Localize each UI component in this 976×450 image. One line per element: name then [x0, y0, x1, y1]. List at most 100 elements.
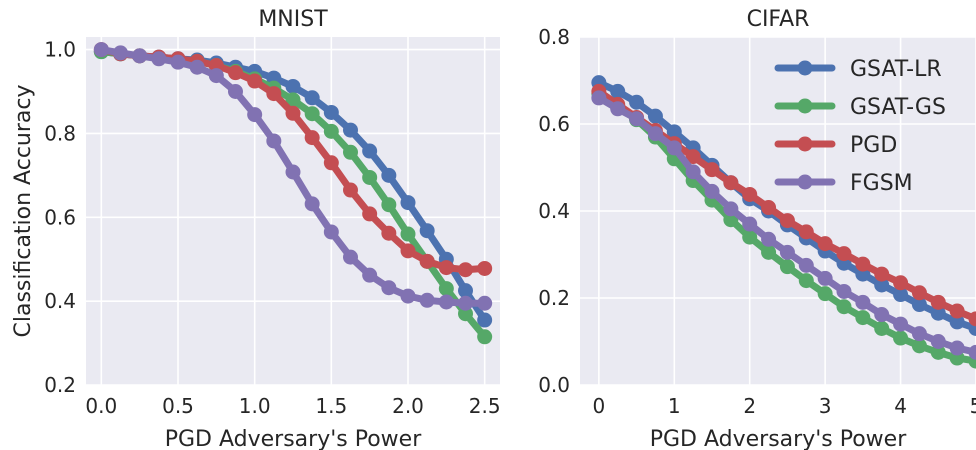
data-point-fgsm — [836, 283, 852, 299]
y-tick-label: 0.6 — [44, 205, 76, 229]
data-point-pgd — [685, 149, 701, 165]
data-point-pgd — [266, 86, 282, 102]
data-point-gsat-lr — [343, 122, 358, 138]
data-point-pgd — [798, 224, 814, 240]
data-point-gsat-gs — [779, 259, 795, 275]
data-point-fgsm — [170, 54, 186, 70]
series-fgsm-mnist — [93, 42, 493, 311]
data-point-gsat-lr — [362, 143, 378, 159]
data-point-fgsm — [591, 90, 607, 106]
chart-mnist: 0.2 0.4 0.6 0.8 1.0 0.0 0.5 1.0 1.5 2.0 2.5 MNIST PG… — [11, 7, 501, 450]
legend-marker-gsat-lr — [797, 60, 813, 76]
y-tick-label: 0.8 — [44, 121, 76, 145]
data-point-fgsm — [874, 307, 890, 323]
data-point-fgsm — [285, 164, 301, 180]
data-point-pgd — [911, 285, 927, 301]
y-tick-label: 0.4 — [538, 199, 570, 223]
data-point-fgsm — [381, 280, 397, 296]
data-point-fgsm — [151, 51, 167, 67]
data-point-gsat-gs — [893, 330, 909, 346]
x-tick-label: 3 — [819, 394, 832, 418]
y-tick-label: 0.2 — [44, 373, 76, 397]
data-point-pgd — [723, 175, 739, 191]
chart-title-mnist: MNIST — [258, 7, 328, 32]
data-point-fgsm — [779, 244, 795, 260]
y-tick-label: 0.8 — [538, 25, 570, 49]
data-point-fgsm — [704, 183, 720, 199]
data-point-pgd — [438, 260, 454, 276]
data-point-fgsm — [817, 270, 833, 286]
data-point-pgd — [930, 294, 946, 310]
data-point-gsat-gs — [742, 229, 758, 245]
data-point-pgd — [400, 243, 416, 259]
legend-label-gsat-gs: GSAT-GS — [850, 95, 946, 120]
series-fgsm-cifar — [591, 90, 976, 360]
data-point-gsat-gs — [381, 197, 397, 213]
data-point-fgsm — [629, 111, 645, 127]
data-point-fgsm — [855, 294, 871, 310]
x-tick-label: 4 — [894, 394, 907, 418]
legend-label-pgd: PGD — [850, 133, 897, 158]
data-point-gsat-lr — [304, 90, 320, 106]
data-point-gsat-gs — [438, 281, 454, 297]
data-point-fgsm — [419, 292, 435, 308]
data-point-pgd — [228, 65, 243, 81]
data-point-fgsm — [93, 42, 109, 58]
data-point-gsat-gs — [911, 338, 927, 354]
data-point-fgsm — [968, 344, 976, 360]
x-axis-label-mnist: PGD Adversary's Power — [165, 427, 422, 450]
x-tick-label: 2.5 — [469, 394, 501, 418]
x-tick-label: 0.0 — [85, 394, 117, 418]
data-point-gsat-lr — [610, 83, 626, 99]
data-point-fgsm — [930, 334, 946, 349]
data-point-gsat-gs — [400, 226, 416, 242]
x-tick-label: 2 — [743, 394, 756, 418]
data-point-gsat-lr — [400, 195, 416, 211]
data-point-pgd — [817, 236, 833, 252]
data-point-pgd — [247, 73, 263, 89]
data-point-gsat-lr — [930, 305, 946, 321]
data-point-gsat-lr — [666, 124, 682, 140]
data-point-pgd — [855, 256, 871, 272]
data-point-fgsm — [323, 224, 339, 240]
data-point-pgd — [419, 253, 435, 269]
data-point-fgsm — [610, 101, 626, 117]
y-tick-label: 0.6 — [538, 112, 570, 136]
y-tick-label: 1.0 — [44, 38, 76, 62]
x-axis-label-cifar: PGD Adversary's Power — [650, 427, 907, 450]
data-point-fgsm — [247, 107, 263, 123]
data-point-gsat-lr — [647, 108, 663, 124]
legend-label-fgsm: FGSM — [850, 171, 913, 196]
data-point-gsat-gs — [304, 106, 320, 122]
data-point-gsat-gs — [285, 92, 301, 108]
data-point-gsat-lr — [458, 283, 473, 299]
x-tick-label: 2.0 — [392, 394, 424, 418]
data-point-pgd — [704, 162, 720, 178]
data-point-fgsm — [798, 257, 814, 273]
legend-marker-gsat-gs — [797, 98, 813, 114]
data-point-gsat-lr — [323, 104, 339, 120]
chart-cifar: 0.0 0.2 0.4 0.6 0.8 0 1 2 3 4 5 CIFAR PGD Adversary'… — [538, 7, 976, 450]
data-point-fgsm — [189, 59, 205, 75]
x-tick-label: 1.5 — [315, 394, 347, 418]
data-point-fgsm — [761, 231, 777, 247]
data-point-fgsm — [113, 45, 128, 61]
x-tick-label: 0 — [592, 394, 605, 418]
data-point-pgd — [362, 206, 378, 222]
data-point-fgsm — [400, 288, 416, 304]
data-point-gsat-lr — [419, 223, 435, 239]
data-point-fgsm — [949, 340, 965, 356]
data-point-pgd — [343, 182, 358, 198]
x-tick-label: 0.5 — [162, 394, 194, 418]
data-point-pgd — [779, 213, 795, 229]
data-point-fgsm — [647, 126, 663, 142]
data-point-pgd — [874, 266, 890, 282]
data-point-pgd — [949, 303, 965, 319]
data-point-pgd — [968, 311, 976, 327]
data-point-fgsm — [911, 326, 927, 342]
data-point-gsat-gs — [477, 329, 493, 345]
data-point-fgsm — [685, 164, 701, 180]
data-point-pgd — [285, 105, 301, 121]
data-point-gsat-lr — [381, 167, 397, 183]
data-point-fgsm — [362, 267, 378, 283]
